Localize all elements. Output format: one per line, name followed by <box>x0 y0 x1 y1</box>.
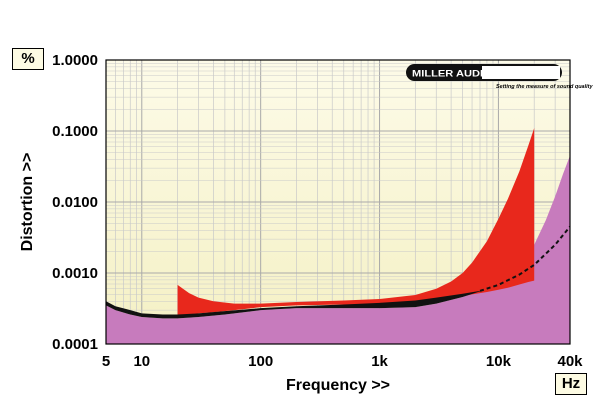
series-layer <box>106 128 570 344</box>
x-tick-label: 10k <box>486 353 512 370</box>
x-tick-label: 5 <box>102 353 110 370</box>
x-unit-box: Hz <box>555 373 587 395</box>
series-black-dashed-line <box>479 225 570 292</box>
x-tick-label: 40k <box>557 353 583 370</box>
y-tick-label: 1.0000 <box>52 52 98 69</box>
x-tick-label: 100 <box>248 353 273 370</box>
x-tick-label: 1k <box>371 353 388 370</box>
logo-name: MILLER AUDIO RESEARCH <box>412 69 557 80</box>
y-axis-label: Distortion >> <box>19 153 36 252</box>
y-tick-label: 0.0010 <box>52 265 98 282</box>
y-tick-labels: 0.0001 0.0010 0.0100 0.1000 1.0000 <box>52 52 98 353</box>
x-tick-label: 10 <box>133 353 150 370</box>
y-tick-label: 0.0001 <box>52 336 98 353</box>
series-black-band <box>106 290 481 319</box>
y-tick-label: 0.0100 <box>52 194 98 211</box>
x-axis-label: Frequency >> <box>286 377 390 394</box>
y-tick-label: 0.1000 <box>52 123 98 140</box>
x-tick-labels: 5 10 100 1k 10k 40k <box>102 353 583 370</box>
brand-logo: MILLER AUDIO RESEARCH Setting the measur… <box>406 64 594 90</box>
plot-frame <box>105 59 571 345</box>
series-pink-area <box>106 155 570 344</box>
logo-tagline: Setting the measure of sound quality <box>496 84 594 90</box>
y-unit-box: % <box>12 48 44 70</box>
